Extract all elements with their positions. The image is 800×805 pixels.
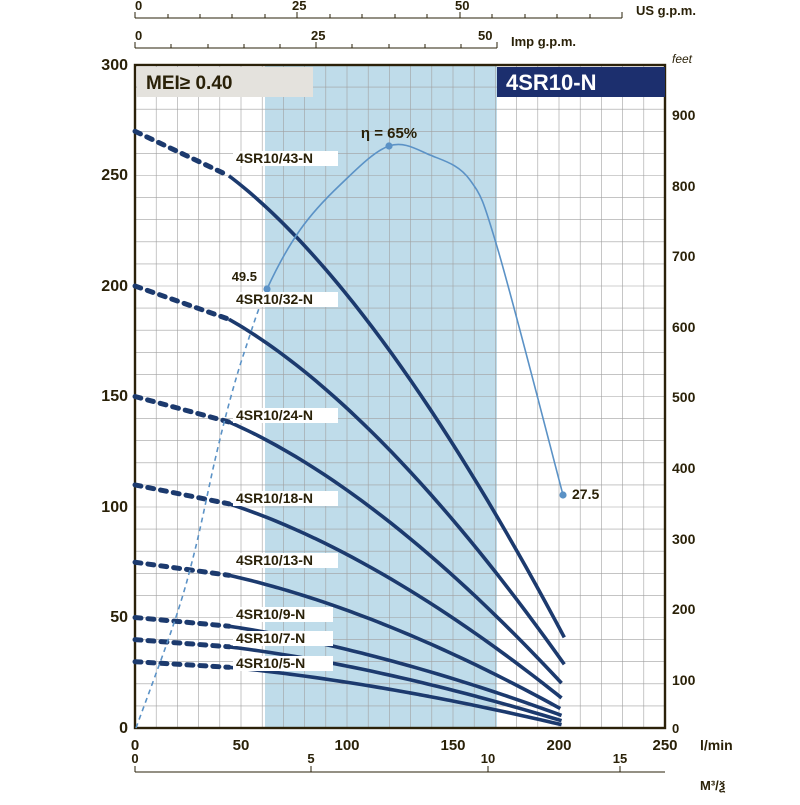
svg-text:M³/ѯ: M³/ѯ xyxy=(700,778,726,793)
svg-text:Imp g.p.m.: Imp g.p.m. xyxy=(511,34,576,49)
svg-text:300: 300 xyxy=(101,57,128,74)
svg-text:4SR10/9-N: 4SR10/9-N xyxy=(236,606,305,622)
svg-text:200: 200 xyxy=(672,601,696,617)
svg-text:50: 50 xyxy=(110,609,128,626)
svg-text:4SR10/7-N: 4SR10/7-N xyxy=(236,630,305,646)
svg-text:0: 0 xyxy=(135,28,142,43)
svg-text:900: 900 xyxy=(672,107,696,123)
svg-text:50: 50 xyxy=(455,0,469,13)
svg-text:4SR10/5-N: 4SR10/5-N xyxy=(236,655,305,671)
svg-text:4SR10-N: 4SR10-N xyxy=(506,70,596,95)
svg-text:US g.p.m.: US g.p.m. xyxy=(636,3,696,18)
svg-text:5: 5 xyxy=(307,751,314,766)
svg-text:feet: feet xyxy=(672,52,693,66)
svg-text:4SR10/18-N: 4SR10/18-N xyxy=(236,490,313,506)
svg-text:4SR10/32-N: 4SR10/32-N xyxy=(236,291,313,307)
svg-text:400: 400 xyxy=(672,460,696,476)
svg-text:100: 100 xyxy=(334,737,359,754)
svg-text:200: 200 xyxy=(546,737,571,754)
svg-text:MEI≥ 0.40: MEI≥ 0.40 xyxy=(146,73,232,94)
svg-text:700: 700 xyxy=(672,248,696,264)
svg-text:200: 200 xyxy=(101,278,128,295)
svg-text:0: 0 xyxy=(135,0,142,13)
svg-text:49.5: 49.5 xyxy=(232,269,257,284)
svg-text:4SR10/13-N: 4SR10/13-N xyxy=(236,552,313,568)
svg-text:800: 800 xyxy=(672,178,696,194)
svg-text:4SR10/43-N: 4SR10/43-N xyxy=(236,150,313,166)
svg-text:250: 250 xyxy=(652,737,677,754)
svg-text:150: 150 xyxy=(101,388,128,405)
svg-text:100: 100 xyxy=(672,672,696,688)
svg-text:10: 10 xyxy=(481,751,495,766)
svg-text:0: 0 xyxy=(672,721,679,736)
svg-text:150: 150 xyxy=(440,737,465,754)
svg-text:50: 50 xyxy=(233,737,250,754)
svg-text:0: 0 xyxy=(119,720,128,737)
svg-text:50: 50 xyxy=(478,28,492,43)
svg-text:25: 25 xyxy=(292,0,306,13)
svg-text:4SR10/24-N: 4SR10/24-N xyxy=(236,407,313,423)
svg-text:η = 65%: η = 65% xyxy=(361,125,417,142)
svg-text:25: 25 xyxy=(311,28,325,43)
svg-text:300: 300 xyxy=(672,531,696,547)
svg-text:27.5: 27.5 xyxy=(572,486,599,502)
svg-text:500: 500 xyxy=(672,389,696,405)
svg-text:250: 250 xyxy=(101,167,128,184)
svg-text:100: 100 xyxy=(101,499,128,516)
svg-text:0: 0 xyxy=(131,751,138,766)
svg-text:600: 600 xyxy=(672,319,696,335)
svg-text:l/min: l/min xyxy=(700,737,733,753)
svg-text:15: 15 xyxy=(613,751,627,766)
